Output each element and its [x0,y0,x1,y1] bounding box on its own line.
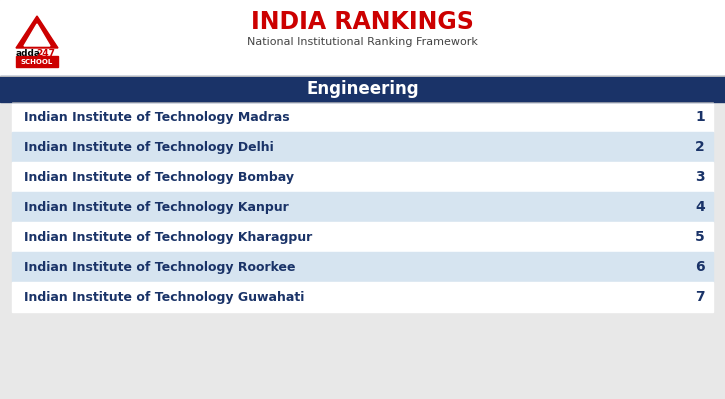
Text: INDIA RANKINGS: INDIA RANKINGS [251,10,474,34]
Text: Indian Institute of Technology Kanpur: Indian Institute of Technology Kanpur [24,201,289,213]
Text: 5: 5 [695,230,705,244]
Text: adda: adda [16,49,41,59]
Text: Indian Institute of Technology Guwahati: Indian Institute of Technology Guwahati [24,290,304,304]
Text: Indian Institute of Technology Madras: Indian Institute of Technology Madras [24,111,289,124]
Bar [12,252,713,282]
Bar [14,16,60,68]
Bar [16,56,58,67]
Text: 3: 3 [695,170,705,184]
Text: Indian Institute of Technology Delhi: Indian Institute of Technology Delhi [24,140,274,154]
Text: Indian Institute of Technology Bombay: Indian Institute of Technology Bombay [24,170,294,184]
Text: Indian Institute of Technology Roorkee: Indian Institute of Technology Roorkee [24,261,296,273]
Bar [12,192,713,222]
Text: 247: 247 [36,49,55,59]
Bar [0,76,725,102]
Text: National Institutional Ranking Framework: National Institutional Ranking Framework [247,37,478,47]
Text: Engineering: Engineering [306,80,419,98]
Bar [12,282,713,312]
Text: 7: 7 [695,290,705,304]
Text: SCHOOL: SCHOOL [21,59,53,65]
Text: 1: 1 [695,110,705,124]
Bar [12,222,713,252]
Text: 4: 4 [695,200,705,214]
Bar [0,0,725,75]
Polygon shape [24,24,50,46]
Bar [12,132,713,162]
Polygon shape [16,16,58,48]
Text: Indian Institute of Technology Kharagpur: Indian Institute of Technology Kharagpur [24,231,312,243]
Text: 6: 6 [695,260,705,274]
Bar [12,162,713,192]
Bar [12,102,713,132]
Text: 2: 2 [695,140,705,154]
